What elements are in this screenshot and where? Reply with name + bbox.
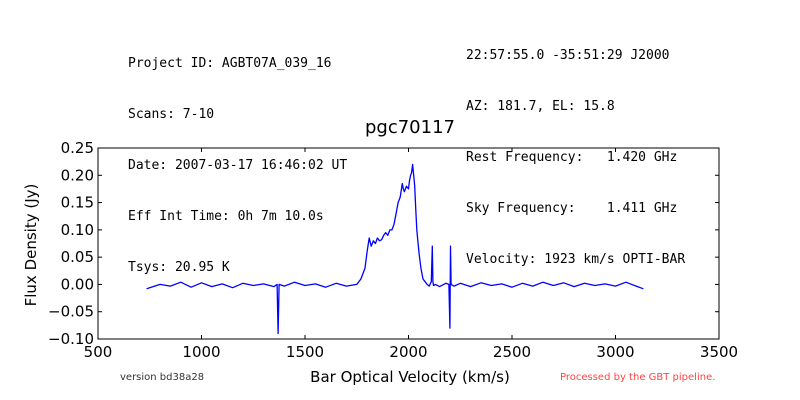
y-tick-label: 0.15 bbox=[61, 194, 94, 212]
y-tick-label: 0.00 bbox=[61, 275, 94, 293]
axis-ticks: 500 1000 1500 2000 2500 3000 3500 −0.10 −0.05 0.0… bbox=[48, 139, 738, 361]
x-tick-label: 2000 bbox=[389, 343, 427, 361]
x-tick-label: 3500 bbox=[700, 343, 738, 361]
header-right-info: 22:57:55.0 -35:51:29 J2000 AZ: 181.7, EL… bbox=[466, 13, 685, 285]
plot-frame bbox=[97, 147, 720, 340]
coordinates-text: 22:57:55.0 -35:51:29 J2000 bbox=[466, 48, 670, 63]
y-axis-label: Flux Density (Jy) bbox=[22, 184, 40, 307]
y-tick-label: 0.05 bbox=[61, 248, 94, 266]
pipeline-label: Processed by the GBT pipeline. bbox=[560, 372, 715, 383]
tsys-text: Tsys: 20.95 K bbox=[128, 260, 230, 275]
scans-text: Scans: 7-10 bbox=[128, 107, 215, 122]
x-tick-label: 500 bbox=[84, 343, 113, 361]
y-tick-label: 0.20 bbox=[61, 166, 94, 184]
header-left-info: Project ID: AGBT07A_039_16 Scans: 7-10 D… bbox=[128, 21, 347, 293]
plot-area bbox=[146, 163, 644, 335]
velocity-text: Velocity: 1923 km/s OPTI-BAR bbox=[466, 252, 686, 267]
y-tick-label: 0.10 bbox=[61, 221, 94, 239]
x-tick-label: 3000 bbox=[596, 343, 634, 361]
x-tick-label: 1500 bbox=[286, 343, 324, 361]
sky-frequency-text: Sky Frequency: 1.411 GHz bbox=[466, 201, 678, 216]
int-time-text: Eff Int Time: 0h 7m 10.0s bbox=[128, 209, 324, 224]
chart-title: pgc70117 bbox=[365, 117, 455, 138]
x-axis-label: Bar Optical Velocity (km/s) bbox=[310, 368, 510, 386]
series-line-0 bbox=[146, 163, 644, 335]
y-tick-label: 0.25 bbox=[61, 139, 94, 157]
project-id-text: Project ID: AGBT07A_039_16 bbox=[128, 56, 332, 71]
rest-frequency-text: Rest Frequency: 1.420 GHz bbox=[466, 150, 678, 165]
date-text: Date: 2007-03-17 16:46:02 UT bbox=[128, 158, 348, 173]
y-tick-label: −0.10 bbox=[48, 330, 94, 348]
x-tick-label: 1000 bbox=[182, 343, 220, 361]
y-tick-label: −0.05 bbox=[48, 303, 94, 321]
az-el-text: AZ: 181.7, EL: 15.8 bbox=[466, 99, 615, 114]
version-label: version bd38a28 bbox=[120, 372, 204, 383]
x-tick-label: 2500 bbox=[493, 343, 531, 361]
